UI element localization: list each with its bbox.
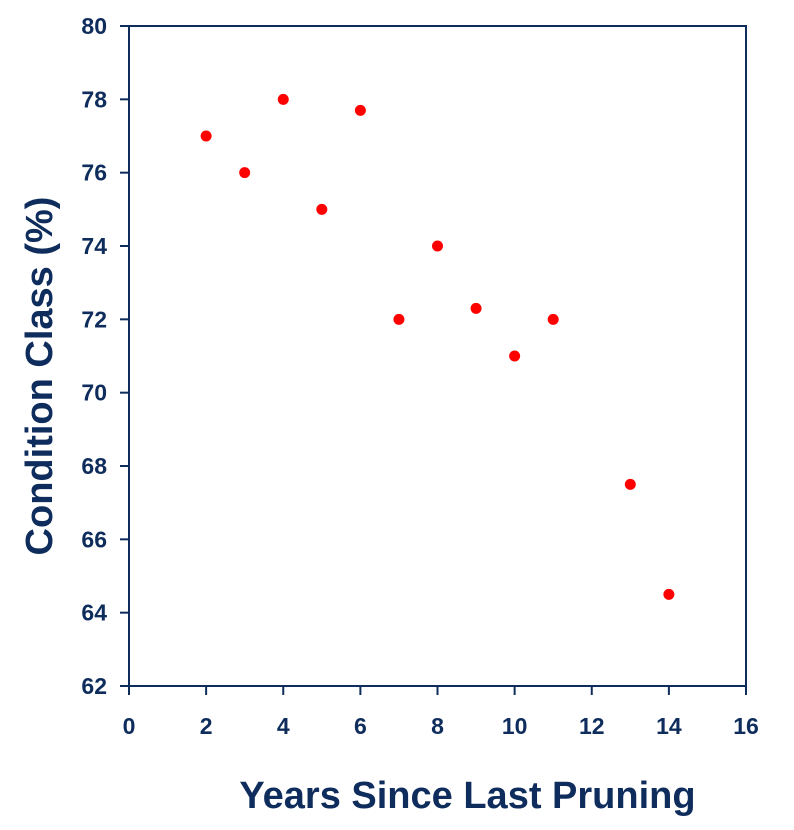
data-point (470, 302, 482, 314)
plot-frame (128, 25, 747, 687)
x-tick-label: 16 (733, 713, 759, 739)
y-tick-label: 72 (81, 306, 107, 332)
data-point (316, 203, 328, 215)
data-point (354, 104, 366, 116)
x-axis-title: Years Since Last Pruning (239, 775, 695, 817)
x-tick-label: 0 (123, 713, 136, 739)
x-tick-label: 10 (502, 713, 528, 739)
y-tick-label: 64 (81, 600, 107, 626)
data-point (200, 130, 212, 142)
y-tick-label: 68 (81, 453, 107, 479)
data-point (509, 350, 521, 362)
y-axis-ticks: 62 64 66 68 70 72 74 76 78 80 (81, 13, 129, 699)
data-point (277, 93, 289, 105)
x-tick-label: 12 (579, 713, 605, 739)
y-axis-title: Condition Class (%) (19, 197, 61, 556)
y-tick-label: 70 (81, 380, 107, 406)
data-point (547, 313, 559, 325)
x-tick-label: 14 (656, 713, 682, 739)
y-tick-label: 74 (81, 233, 107, 259)
y-tick-label: 80 (81, 13, 107, 39)
x-tick-label: 8 (431, 713, 444, 739)
data-point (663, 588, 675, 600)
data-point (239, 167, 251, 179)
x-tick-label: 2 (200, 713, 213, 739)
data-points (200, 93, 675, 600)
y-tick-label: 62 (81, 673, 107, 699)
data-point (393, 313, 405, 325)
x-tick-label: 4 (277, 713, 290, 739)
y-tick-label: 66 (81, 526, 107, 552)
y-tick-label: 78 (81, 86, 107, 112)
data-point (624, 478, 636, 490)
y-tick-label: 76 (81, 160, 107, 186)
x-axis-ticks: 0 2 4 6 8 10 12 14 16 (123, 686, 759, 739)
data-point (432, 240, 443, 252)
x-tick-label: 6 (354, 713, 367, 739)
plot-area-border (128, 25, 747, 687)
